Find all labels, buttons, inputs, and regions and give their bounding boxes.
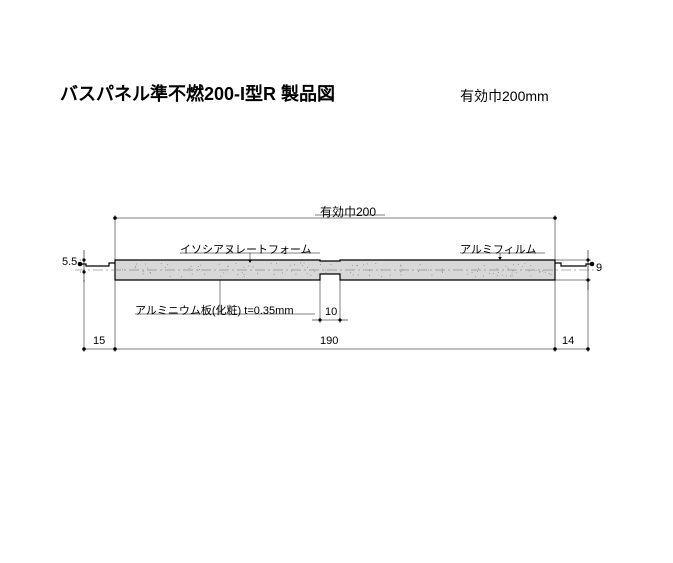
cross-section-diagram: [0, 0, 673, 563]
